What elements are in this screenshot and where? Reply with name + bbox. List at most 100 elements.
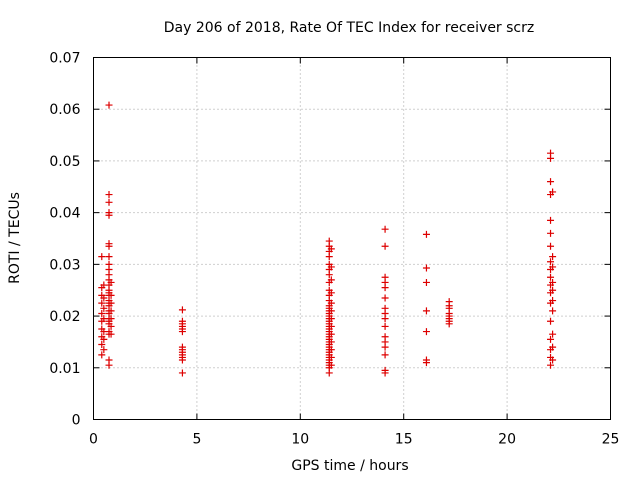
data-point xyxy=(422,278,430,286)
data-point xyxy=(547,317,555,325)
data-point xyxy=(381,225,389,233)
data-point xyxy=(98,341,106,349)
y-tick-label: 0.01 xyxy=(49,361,80,377)
data-point xyxy=(327,315,335,323)
data-point xyxy=(381,304,389,312)
data-point xyxy=(549,297,557,305)
data-point xyxy=(422,230,430,238)
data-point xyxy=(327,289,335,297)
data-point xyxy=(547,216,555,224)
y-tick-label: 0.03 xyxy=(49,257,80,273)
data-point xyxy=(327,338,335,346)
y-axis-label: ROTI / TECUs xyxy=(7,192,23,284)
data-point xyxy=(327,330,335,338)
data-point xyxy=(98,309,106,317)
data-point xyxy=(381,333,389,341)
data-point xyxy=(105,356,113,364)
data-point xyxy=(547,335,555,343)
tick-labels: 0 5 10 15 20 25 0 0.01 0.02 0.03 0.04 0.05 0.06 0.07 xyxy=(49,51,619,448)
data-point xyxy=(549,343,557,351)
data-point xyxy=(549,330,557,338)
data-point xyxy=(547,361,555,369)
data-point xyxy=(547,178,555,186)
data-point xyxy=(549,263,557,271)
data-point xyxy=(105,191,113,199)
y-tick-label: 0.06 xyxy=(49,102,80,118)
data-point xyxy=(107,315,115,323)
data-point xyxy=(422,307,430,315)
data-point xyxy=(327,299,335,307)
data-point xyxy=(549,356,557,364)
data-point xyxy=(549,307,557,315)
data-point xyxy=(325,237,333,245)
data-point xyxy=(105,260,113,268)
data-point xyxy=(100,346,108,354)
data-points xyxy=(98,101,557,377)
data-point xyxy=(327,353,335,361)
data-point xyxy=(422,264,430,272)
data-point xyxy=(107,291,115,299)
data-point xyxy=(381,351,389,359)
data-point xyxy=(549,278,557,286)
data-point xyxy=(549,188,557,196)
data-point xyxy=(98,253,106,261)
x-tick-label: 20 xyxy=(498,432,516,448)
data-point xyxy=(105,101,113,109)
data-point xyxy=(100,335,108,343)
data-point xyxy=(105,240,113,248)
chart-title: Day 206 of 2018, Rate Of TEC Index for r… xyxy=(164,20,534,36)
x-tick-label: 15 xyxy=(395,432,413,448)
y-tick-label: 0.02 xyxy=(49,309,80,325)
y-tick-label: 0 xyxy=(72,413,81,429)
data-point xyxy=(549,253,557,261)
y-tick-label: 0.07 xyxy=(49,51,80,67)
y-tick-label: 0.04 xyxy=(49,206,80,222)
data-point xyxy=(105,209,113,217)
y-tick-label: 0.05 xyxy=(49,154,80,170)
data-point xyxy=(105,198,113,206)
data-point xyxy=(327,346,335,354)
data-point xyxy=(100,294,108,302)
data-point xyxy=(107,307,115,315)
data-point xyxy=(327,263,335,271)
data-point xyxy=(178,369,186,377)
data-point xyxy=(381,273,389,281)
data-point xyxy=(327,307,335,315)
data-point xyxy=(422,356,430,364)
axis-ticks xyxy=(93,57,611,420)
x-tick-label: 10 xyxy=(291,432,309,448)
data-point xyxy=(547,229,555,237)
data-point xyxy=(547,273,555,281)
grid-lines xyxy=(93,57,611,420)
data-point xyxy=(327,361,335,369)
x-axis-label: GPS time / hours xyxy=(291,458,408,474)
data-point xyxy=(107,322,115,330)
data-point xyxy=(98,299,106,307)
data-point xyxy=(327,276,335,284)
data-point xyxy=(178,317,186,325)
data-point xyxy=(547,242,555,250)
data-point xyxy=(422,328,430,336)
data-point xyxy=(381,366,389,374)
data-point xyxy=(178,343,186,351)
data-point xyxy=(107,330,115,338)
data-point xyxy=(381,294,389,302)
data-point xyxy=(327,322,335,330)
data-point xyxy=(107,278,115,286)
x-tick-label: 0 xyxy=(89,432,98,448)
data-point xyxy=(547,258,555,266)
plot-frame xyxy=(93,57,611,420)
data-point xyxy=(549,286,557,294)
data-point xyxy=(107,299,115,307)
data-point xyxy=(98,351,106,359)
data-point xyxy=(547,149,555,157)
data-point xyxy=(178,306,186,314)
data-point xyxy=(100,304,108,312)
data-point xyxy=(381,322,389,330)
data-point xyxy=(105,253,113,261)
x-tick-label: 5 xyxy=(192,432,201,448)
data-point xyxy=(381,242,389,250)
x-tick-label: 25 xyxy=(602,432,620,448)
data-point xyxy=(327,245,335,253)
